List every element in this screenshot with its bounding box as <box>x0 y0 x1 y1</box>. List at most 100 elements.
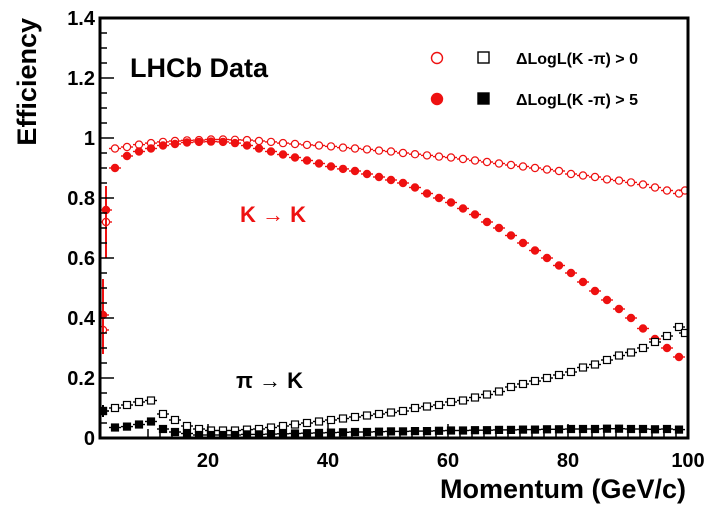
data-point <box>554 261 564 270</box>
data-point <box>674 425 684 434</box>
data-point <box>530 425 540 434</box>
data-point <box>410 403 420 413</box>
data-point <box>278 150 288 159</box>
data-point <box>182 421 192 431</box>
data-point <box>374 172 384 182</box>
data-point <box>110 423 120 432</box>
data-point <box>350 412 360 422</box>
y-tick-label: 1 <box>84 128 95 150</box>
data-point <box>110 163 120 173</box>
data-point <box>146 417 156 426</box>
data-point <box>482 217 492 227</box>
data-point <box>470 393 480 402</box>
data-point <box>566 367 576 377</box>
y-tick-label: 0 <box>84 428 95 450</box>
data-point <box>242 141 252 150</box>
data-point <box>362 169 372 179</box>
data-point <box>638 324 648 333</box>
data-point <box>518 162 528 171</box>
tick-labels: 20 40 60 80 100 0 0.2 0.4 0.6 0.8 1 1.2 … <box>67 8 705 472</box>
data-point <box>530 246 540 255</box>
data-point <box>158 424 168 434</box>
data-point <box>374 427 384 436</box>
x-tick-label: 100 <box>671 450 704 472</box>
data-point <box>374 409 384 419</box>
data-point <box>338 143 348 152</box>
data-point <box>602 295 612 305</box>
legend-label: ΔLogL(K -π) > 0 <box>516 51 638 68</box>
data-point <box>650 425 660 434</box>
data-point <box>590 424 600 434</box>
data-point <box>434 400 444 410</box>
data-point <box>662 343 672 353</box>
data-point <box>518 379 528 389</box>
data-point <box>122 142 132 152</box>
data-point <box>494 425 504 434</box>
data-point <box>362 411 372 420</box>
data-point <box>386 408 396 417</box>
legend-pion-open-marker <box>477 51 490 64</box>
data-point <box>362 145 372 154</box>
data-point <box>146 144 156 153</box>
x-tick-label: 80 <box>557 450 579 472</box>
data-point <box>650 183 660 192</box>
pion-annotation: π → K <box>236 368 303 393</box>
legend-kaon-filled-marker <box>430 92 444 106</box>
legend-label: ΔLogL(K -π) > 5 <box>516 92 638 109</box>
data-point <box>614 424 624 433</box>
legend-kaon-open-marker <box>430 51 444 65</box>
y-tick-label: 0.4 <box>67 308 96 330</box>
data-point <box>278 421 288 431</box>
data-point <box>566 268 576 278</box>
data-point <box>470 210 480 219</box>
data-point <box>446 153 456 162</box>
data-point <box>434 152 444 161</box>
data-point <box>422 402 432 411</box>
data-point <box>554 166 564 176</box>
y-tick-label: 1.4 <box>67 8 96 30</box>
data-point <box>290 153 300 162</box>
data-point <box>170 139 180 149</box>
series-1 <box>98 137 685 362</box>
y-tick-label: 0.8 <box>67 188 95 210</box>
data-point <box>350 166 360 176</box>
data-point <box>206 137 216 146</box>
data-point <box>602 175 612 184</box>
data-point <box>446 198 456 207</box>
data-point <box>482 426 492 435</box>
data-point <box>542 253 552 263</box>
data-point <box>542 373 552 383</box>
data-point <box>254 136 264 146</box>
data-point <box>518 425 528 434</box>
data-point <box>422 427 432 436</box>
data-point <box>326 415 336 425</box>
data-point <box>410 427 420 436</box>
x-tick-label: 40 <box>317 450 339 472</box>
data-point <box>158 409 168 419</box>
x-axis-title: Momentum (GeV/c) <box>440 474 686 504</box>
data-point <box>290 139 300 149</box>
y-tick-label: 0.6 <box>67 248 95 270</box>
data-point <box>638 343 648 353</box>
data-point <box>302 156 312 165</box>
data-point <box>578 277 588 287</box>
data-point <box>590 360 600 369</box>
data-point <box>434 426 444 435</box>
data-point <box>386 175 396 185</box>
data-point <box>554 370 564 380</box>
data-point <box>638 180 648 189</box>
data-point <box>674 352 684 362</box>
x-tick-label: 60 <box>437 450 459 472</box>
data-point <box>194 137 204 147</box>
data-point <box>614 304 624 314</box>
data-point <box>386 147 396 156</box>
data-point <box>446 397 456 407</box>
data-point <box>506 160 516 170</box>
data-point <box>542 165 552 174</box>
data-point <box>146 396 156 405</box>
data-point <box>218 137 228 147</box>
experiment-label: LHCb Data <box>130 53 269 83</box>
data-point <box>602 355 612 365</box>
data-point <box>350 144 360 153</box>
